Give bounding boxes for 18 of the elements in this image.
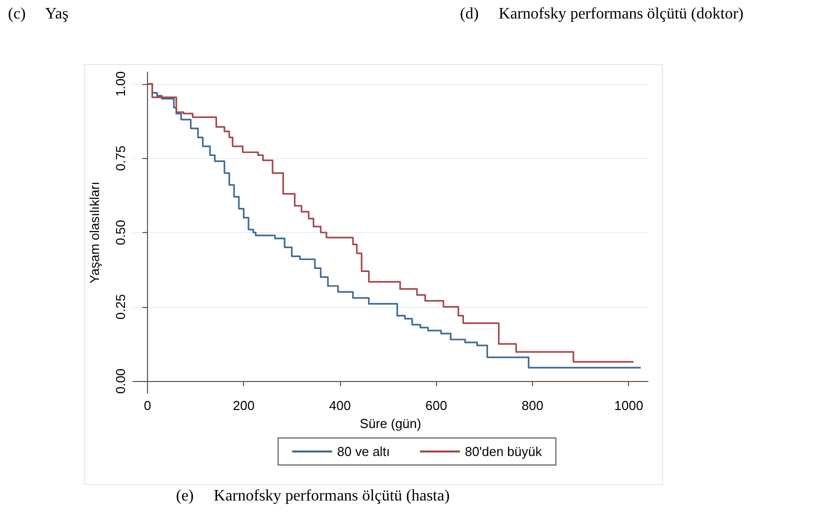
x-axis-title: Süre (gün) xyxy=(360,416,422,431)
x-tick-label: 800 xyxy=(522,398,544,413)
text: (c) Yaş xyxy=(8,6,68,22)
y-tick-label: 0.00 xyxy=(113,368,128,394)
x-tick-label: 200 xyxy=(232,398,255,413)
x-tick-label: 1000 xyxy=(614,398,644,413)
text: (e) Karnofsky performans ölçütü (hasta) xyxy=(176,488,450,504)
y-tick-label: 0.25 xyxy=(113,294,128,320)
x-tick-label: 400 xyxy=(329,398,351,413)
y-axis-title: Yaşam olasılıkları xyxy=(87,182,102,284)
legend-label: 80 ve altı xyxy=(337,444,390,459)
y-tick-label: 1.00 xyxy=(113,71,128,97)
x-tick-label: 600 xyxy=(425,398,448,413)
y-tick-label: 0.50 xyxy=(113,220,128,246)
y-tick-label: 0.75 xyxy=(113,146,128,171)
legend-label: 80'den büyük xyxy=(464,444,542,459)
text: (d) Karnofsky performans ölçütü (doktor) xyxy=(460,6,744,22)
x-tick-label: 0 xyxy=(144,398,152,413)
